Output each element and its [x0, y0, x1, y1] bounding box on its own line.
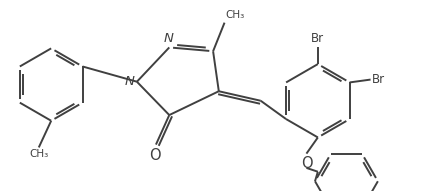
Text: Br: Br	[311, 32, 324, 45]
Text: O: O	[149, 148, 161, 163]
Text: N: N	[163, 31, 173, 45]
Text: N: N	[124, 75, 134, 88]
Text: Br: Br	[372, 73, 385, 86]
Text: CH₃: CH₃	[225, 10, 245, 20]
Text: O: O	[301, 156, 313, 170]
Text: CH₃: CH₃	[29, 149, 49, 159]
